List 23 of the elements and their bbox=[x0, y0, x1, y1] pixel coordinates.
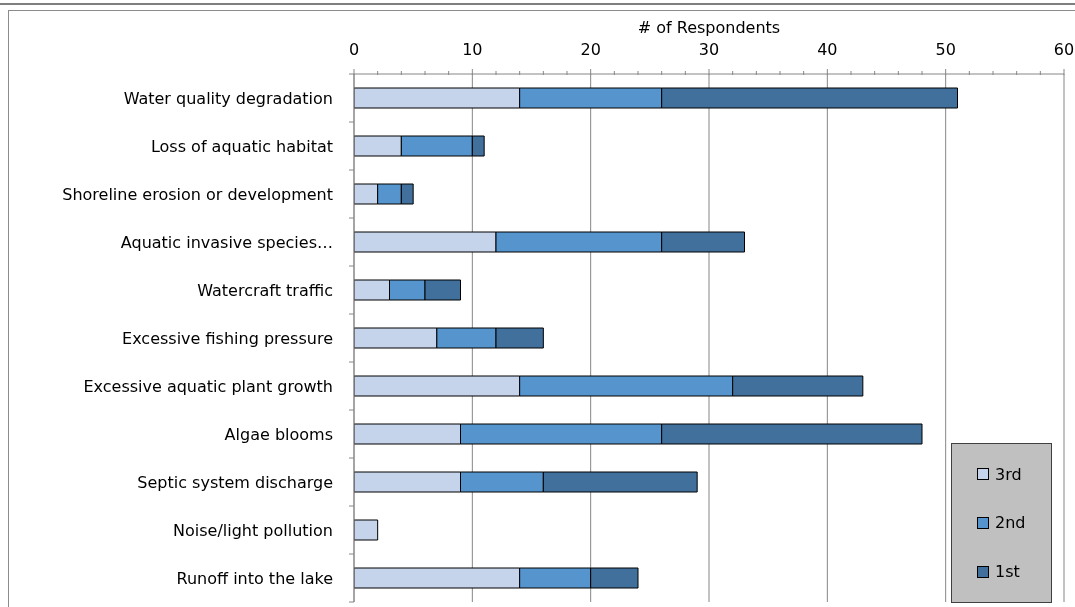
y-tick-label: Excessive fishing pressure bbox=[122, 329, 333, 348]
y-tick-label: Shoreline erosion or development bbox=[62, 185, 333, 204]
x-tick-label: 0 bbox=[348, 40, 360, 59]
y-tick-label: Aquatic invasive species… bbox=[120, 233, 333, 252]
x-tick-label: 50 bbox=[935, 40, 956, 59]
y-tick-label: Loss of aquatic habitat bbox=[150, 137, 333, 156]
x-tick-label: 10 bbox=[462, 40, 483, 59]
x-tick-label: 30 bbox=[698, 40, 720, 59]
y-tick-label: Septic system discharge bbox=[137, 473, 333, 492]
x-tick-label: 20 bbox=[580, 40, 601, 59]
legend-label: 1st bbox=[995, 562, 1020, 582]
legend-label: 2nd bbox=[995, 513, 1026, 533]
y-tick-label: Noise/light pollution bbox=[173, 521, 333, 540]
x-tick-label: 40 bbox=[817, 40, 838, 59]
bar bbox=[354, 519, 379, 541]
y-tick-label: Algae blooms bbox=[224, 425, 333, 444]
x-axis-title: # of Respondents bbox=[637, 18, 781, 37]
y-tick-label: Water quality degradation bbox=[123, 89, 333, 108]
y-tick-label: Runoff into the lake bbox=[176, 569, 333, 588]
y-tick-label: Watercraft traffic bbox=[197, 281, 333, 300]
y-tick-label: Excessive aquatic plant growth bbox=[83, 377, 333, 396]
x-tick-label: 60 bbox=[1053, 40, 1075, 59]
legend-label: 3rd bbox=[995, 464, 1022, 484]
